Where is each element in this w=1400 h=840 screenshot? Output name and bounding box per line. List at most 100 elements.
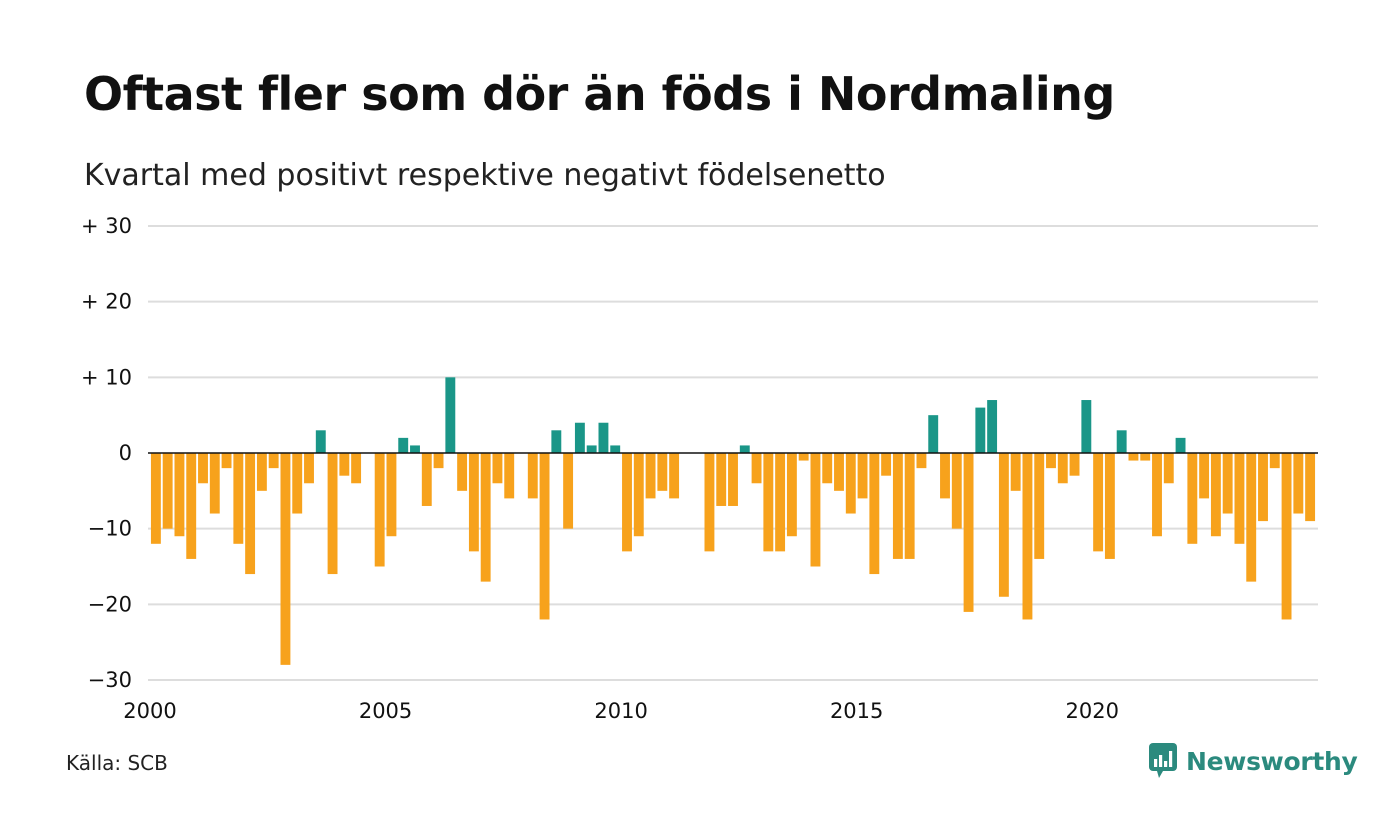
newsworthy-logo-icon [1149, 743, 1177, 778]
bar [598, 422, 609, 453]
bar [610, 445, 621, 453]
bar [233, 453, 244, 544]
bar [480, 453, 491, 582]
bar [551, 430, 562, 453]
bar [798, 453, 809, 461]
bar [928, 415, 939, 453]
bar [1293, 453, 1304, 514]
bar [327, 453, 338, 575]
bar [669, 453, 680, 499]
bar [1057, 453, 1068, 484]
bar [739, 445, 750, 453]
bar [1281, 453, 1292, 620]
bar [445, 377, 456, 453]
bar [892, 453, 903, 559]
bar [1305, 453, 1316, 522]
source-note: Källa: SCB [66, 751, 168, 775]
bar [539, 453, 550, 620]
bar [1128, 453, 1139, 461]
bar [280, 453, 291, 665]
bar [492, 453, 503, 484]
bar [410, 445, 420, 453]
bar [574, 422, 585, 453]
bar [351, 453, 362, 484]
bar [292, 453, 303, 514]
bar [468, 453, 479, 552]
bar [1222, 453, 1233, 514]
bar [198, 453, 208, 484]
bar [586, 445, 597, 453]
bar [834, 453, 844, 491]
bar [256, 453, 267, 491]
bar [209, 453, 220, 514]
bar [998, 453, 1009, 597]
bar [386, 453, 397, 537]
bar [786, 453, 797, 537]
bar [304, 453, 314, 484]
y-tick-label: −20 [88, 592, 132, 616]
bar [527, 453, 538, 499]
bar [916, 453, 927, 469]
bar [881, 453, 892, 476]
brand-name: Newsworthy [1186, 746, 1358, 776]
bar [704, 453, 715, 552]
y-tick-label: + 10 [81, 365, 132, 389]
bar [1104, 453, 1115, 559]
bar [645, 453, 656, 499]
bar [398, 437, 409, 453]
bar [904, 453, 915, 559]
bar [245, 453, 256, 575]
bar [268, 453, 279, 469]
bar [963, 453, 974, 612]
bar [162, 453, 173, 529]
bar [1140, 453, 1151, 461]
bar [728, 453, 738, 506]
bar [1093, 453, 1104, 552]
bar [1269, 453, 1280, 469]
bar [975, 407, 986, 453]
bar [857, 453, 868, 499]
bar [716, 453, 727, 506]
bar [1163, 453, 1174, 484]
bar [1046, 453, 1056, 469]
bar [186, 453, 197, 559]
bar [1152, 453, 1162, 537]
bar [1199, 453, 1210, 499]
bar [421, 453, 432, 506]
x-tick-label: 2000 [123, 699, 176, 723]
bar [563, 453, 574, 529]
bar [339, 453, 350, 476]
bar [504, 453, 515, 499]
bar [622, 453, 632, 552]
bar [315, 430, 326, 453]
bar [1187, 453, 1198, 544]
bar [221, 453, 232, 469]
bar [1034, 453, 1045, 559]
bar [174, 453, 185, 537]
bar [869, 453, 880, 575]
bar [1234, 453, 1245, 544]
bar [1022, 453, 1033, 620]
x-tick-label: 2020 [1065, 699, 1118, 723]
bar [374, 453, 385, 567]
brand-logo: Newsworthy [1148, 742, 1358, 780]
bar [1210, 453, 1221, 537]
bar [150, 453, 161, 544]
y-tick-label: + 20 [81, 290, 132, 314]
bar [657, 453, 668, 491]
bar [1116, 430, 1127, 453]
bar [1010, 453, 1021, 491]
bar [987, 400, 998, 453]
bar [751, 453, 762, 484]
bar [940, 453, 950, 499]
bar [457, 453, 468, 491]
y-tick-label: −10 [88, 517, 132, 541]
bar [845, 453, 856, 514]
chart-title: Oftast fler som dör än föds i Nordmaling [84, 67, 1115, 121]
bar [775, 453, 786, 552]
y-tick-label: −30 [88, 668, 132, 692]
bar [1258, 453, 1268, 522]
x-tick-label: 2005 [359, 699, 412, 723]
